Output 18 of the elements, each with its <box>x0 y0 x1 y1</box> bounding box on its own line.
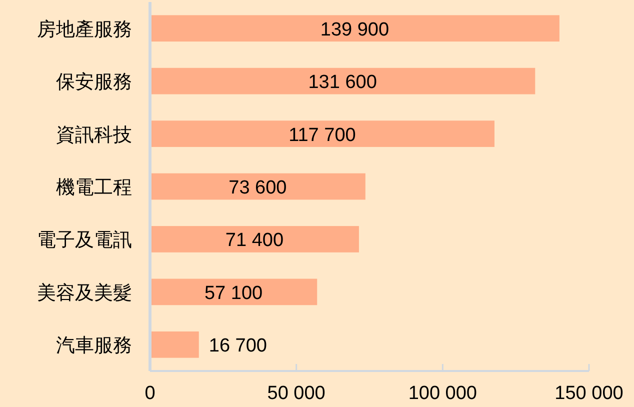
x-tick-label: 100 000 <box>408 383 478 404</box>
y-tick-label: 美容及美髮 <box>37 282 132 304</box>
y-tick-label: 房地產服務 <box>37 18 132 40</box>
data-label: 117 700 <box>288 124 356 146</box>
data-label: 57 100 <box>204 282 263 304</box>
data-label: 71 400 <box>225 230 284 252</box>
y-tick-label: 機電工程 <box>56 178 132 198</box>
y-tick-label: 資訊科技 <box>56 124 132 146</box>
data-label: 139 900 <box>320 19 390 40</box>
data-label: 131 600 <box>308 72 377 94</box>
data-label: 73 600 <box>228 178 287 198</box>
data-label: 16 700 <box>208 336 267 357</box>
y-tick-label: 保安服務 <box>56 71 132 94</box>
y-tick-label: 電子及電訊 <box>37 230 132 252</box>
x-tick-label: 0 <box>144 383 156 404</box>
y-tick-label: 汽車服務 <box>56 336 132 357</box>
x-tick-label: 50 000 <box>267 383 326 404</box>
x-tick-label: 150 000 <box>554 383 624 404</box>
